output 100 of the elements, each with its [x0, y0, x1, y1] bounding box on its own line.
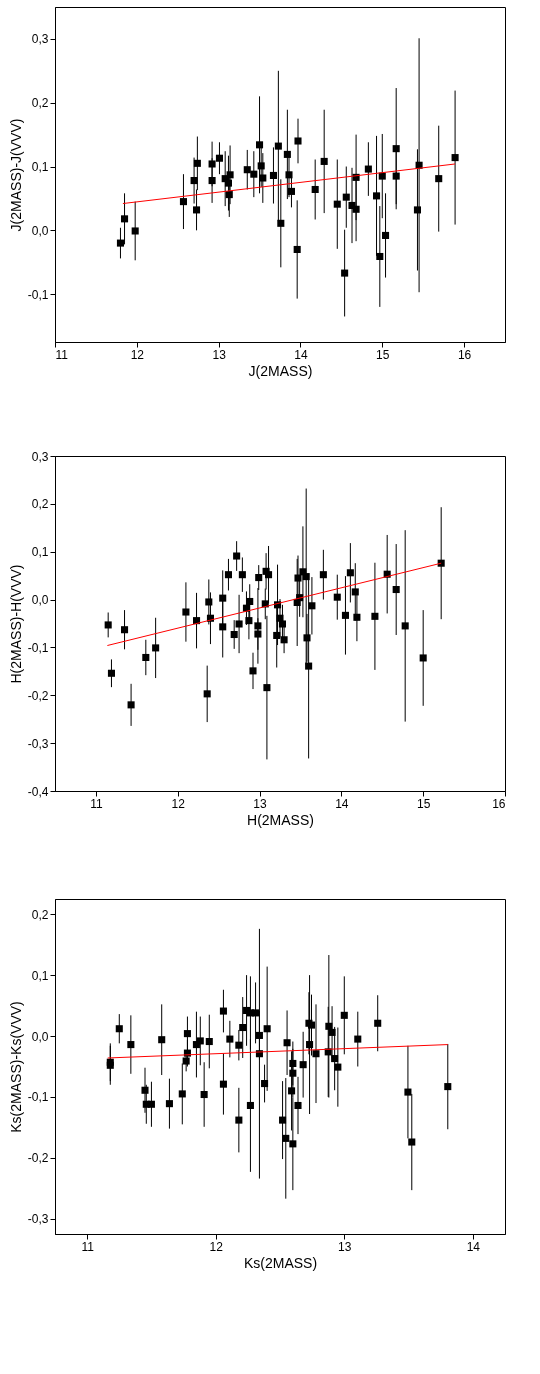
point [299, 1061, 307, 1069]
point [341, 269, 349, 277]
point [219, 1080, 227, 1088]
point [256, 141, 264, 149]
point [141, 1086, 149, 1094]
y-tick-label: -0,2 [27, 1151, 49, 1166]
point [293, 245, 301, 254]
y-tick-label: -0,2 [27, 688, 49, 703]
point [246, 597, 254, 606]
point [320, 157, 328, 165]
point [245, 617, 253, 625]
point [325, 1022, 333, 1030]
x-tick-label: 16 [492, 796, 506, 811]
point [254, 622, 262, 630]
point [127, 1041, 135, 1049]
point [127, 701, 135, 709]
point [354, 1035, 362, 1043]
point [219, 1007, 227, 1015]
y-tick-label: 0,0 [31, 223, 49, 238]
point [235, 1041, 243, 1049]
point [179, 198, 187, 206]
point [196, 1037, 204, 1045]
point [104, 621, 112, 629]
x-tick-label: 13 [338, 1239, 352, 1254]
point [246, 1101, 254, 1110]
point [263, 1025, 271, 1033]
point [444, 1083, 452, 1091]
x-tick-label: 12 [171, 796, 186, 811]
point [289, 1140, 297, 1148]
point [283, 150, 291, 158]
point [312, 1050, 320, 1058]
point [165, 1100, 173, 1108]
point [333, 593, 341, 601]
point [401, 622, 409, 630]
point [392, 585, 400, 594]
x-tick-label: 12 [130, 347, 145, 362]
y-tick-label: 0,2 [31, 497, 49, 512]
point [305, 662, 313, 670]
x-tick-label: 14 [335, 796, 349, 811]
point [259, 174, 267, 182]
point [303, 634, 311, 642]
point [294, 1101, 302, 1110]
y-tick-label: 0,3 [31, 32, 49, 47]
point [287, 187, 295, 195]
x-tick-label: 11 [55, 347, 69, 362]
point [404, 1088, 412, 1096]
point [226, 1035, 234, 1043]
point [208, 177, 216, 185]
point [294, 574, 302, 582]
point [306, 1041, 314, 1049]
point [382, 231, 390, 239]
x-tick-label: 16 [457, 347, 472, 362]
y-tick-label: -0,3 [27, 1212, 49, 1227]
point [269, 171, 277, 179]
point [279, 1116, 287, 1124]
point [190, 177, 198, 185]
x-axis-title: Ks(2MASS) [243, 1254, 318, 1271]
y-tick-label: 0,3 [31, 449, 49, 464]
point [285, 171, 293, 179]
point [413, 206, 421, 214]
point [278, 620, 286, 628]
point [115, 1025, 123, 1033]
point [121, 626, 129, 634]
point [238, 571, 246, 579]
point [226, 171, 234, 179]
point [205, 1037, 213, 1046]
x-tick-label: 14 [294, 347, 308, 362]
y-tick-label: 0,0 [31, 593, 49, 608]
point [451, 154, 459, 162]
x-axis-title: J(2MASS) [248, 362, 313, 379]
point [274, 142, 282, 150]
point [208, 160, 216, 168]
point [302, 573, 310, 581]
y-tick-label: 0,1 [31, 968, 49, 983]
point [353, 613, 361, 621]
point [282, 1134, 290, 1142]
point [249, 667, 257, 675]
point [182, 608, 190, 616]
point [263, 684, 271, 692]
point [215, 154, 223, 162]
point [243, 166, 251, 174]
point [331, 1055, 339, 1063]
y-axis-title: H(2MASS)-H(VVV) [7, 564, 24, 684]
point [283, 1039, 291, 1047]
x-tick-label: 11 [81, 1239, 95, 1254]
point [408, 1138, 416, 1146]
point [131, 227, 139, 235]
point [311, 185, 319, 194]
point [374, 1019, 382, 1027]
point [142, 653, 150, 662]
y-axis-title: J(2MASS)-J(VVV) [7, 118, 24, 232]
y-axis-title: Ks(2MASS)-Ks(VVV) [7, 1001, 24, 1133]
y-tick-label: -0,1 [27, 640, 49, 655]
point [373, 192, 381, 200]
point [346, 569, 354, 577]
point [364, 165, 372, 173]
y-tick-label: -0,4 [27, 784, 49, 799]
point [328, 1028, 336, 1036]
y-tick-label: 0,1 [31, 160, 49, 175]
point [308, 602, 316, 610]
